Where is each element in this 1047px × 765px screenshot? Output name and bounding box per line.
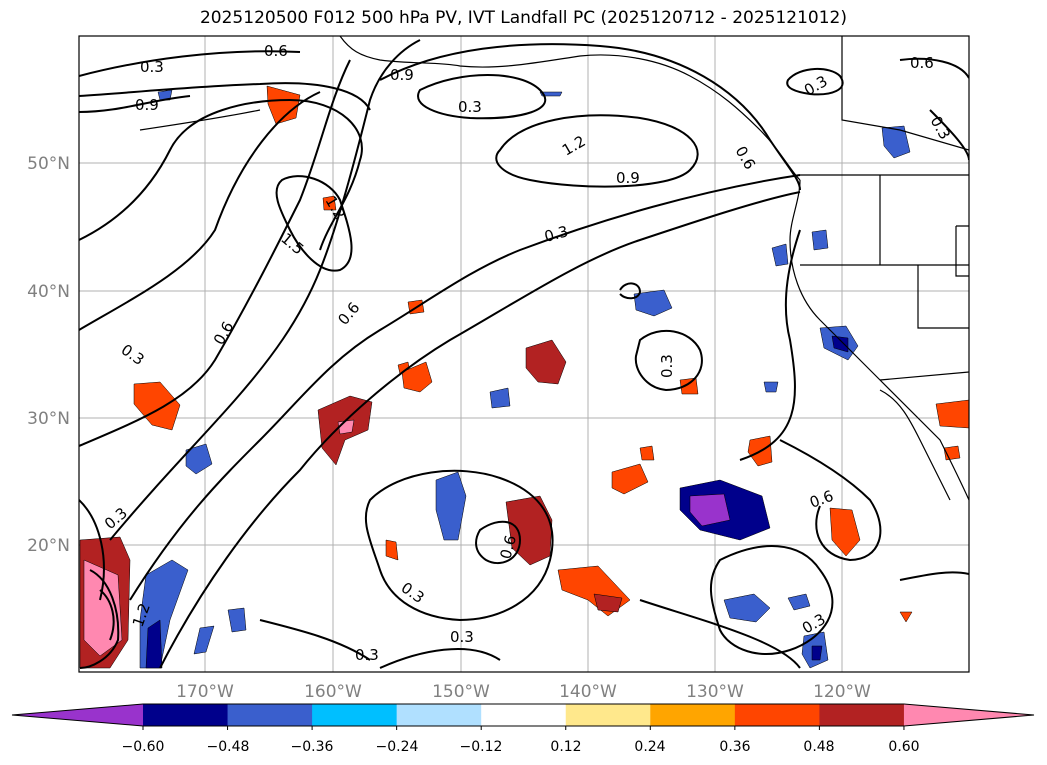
contour-label: 0.6 [264,42,288,60]
contour-label: 0.3 [355,646,379,664]
lat-tick-label: 50°N [27,154,70,174]
map-frame [78,35,970,673]
colorbar-tick-label: −0.36 [291,739,334,755]
lat-tick-label: 40°N [27,282,70,302]
colorbar [11,703,1035,730]
lon-tick-label: 140°W [559,682,617,702]
lon-tick-label: 150°W [432,682,490,702]
colorbar-segment [650,704,736,726]
contour-label: 0.3 [542,222,570,246]
lon-tick-label: 120°W [813,682,871,702]
lon-tick-label: 160°W [304,682,362,702]
contour-label: 0.3 [658,354,676,378]
contour-label: 0.6 [910,54,934,72]
lon-tick-label: 170°W [176,682,234,702]
colorbar-segment [143,704,229,726]
contour-label: 0.9 [135,96,159,114]
colorbar-tick-label: 0.12 [550,739,581,755]
colorbar-segment [312,704,398,726]
colorbar-tick-label: −0.48 [207,739,250,755]
colorbar-segment [481,704,567,726]
colorbar-tick-label: 0.24 [634,739,665,755]
colorbar-tick-label: 0.60 [888,739,919,755]
lat-tick-label: 30°N [27,409,70,429]
colorbar-segment [565,704,651,726]
colorbar-tick-label: −0.60 [122,739,165,755]
contour-label: 0.3 [140,58,164,76]
contour-label: 0.9 [616,169,640,187]
contour-label: 0.6 [496,533,520,561]
lat-tick-label: 20°N [27,536,70,556]
contour-label: 0.9 [390,66,414,84]
contour-label: 0.3 [458,98,482,116]
colorbar-tick-label: 0.36 [719,739,750,755]
colorbar-labels: −0.60 −0.48 −0.36 −0.24 −0.12 0.12 0.24 … [122,739,920,755]
ivt-pc-shading [79,85,969,669]
coastlines [139,36,969,501]
map-title: 2025120500 F012 500 hPa PV, IVT Landfall… [199,8,847,28]
contour-label: 0.3 [450,628,474,646]
lon-tick-label: 130°W [686,682,744,702]
colorbar-extend-left [12,704,143,726]
colorbar-tick-label: −0.12 [460,739,503,755]
lon-labels: 170°W 160°W 150°W 140°W 130°W 120°W [176,682,871,702]
colorbar-segment [819,704,905,726]
colorbar-segment [734,704,820,726]
colorbar-tick-label: −0.24 [376,739,419,755]
colorbar-segment [396,704,482,726]
colorbar-segment [227,704,313,726]
map-area [79,36,969,672]
pv-contours [79,39,969,669]
colorbar-extend-right [903,704,1034,726]
lat-labels: 50°N 40°N 30°N 20°N [27,154,70,556]
colorbar-tick-label: 0.48 [803,739,834,755]
